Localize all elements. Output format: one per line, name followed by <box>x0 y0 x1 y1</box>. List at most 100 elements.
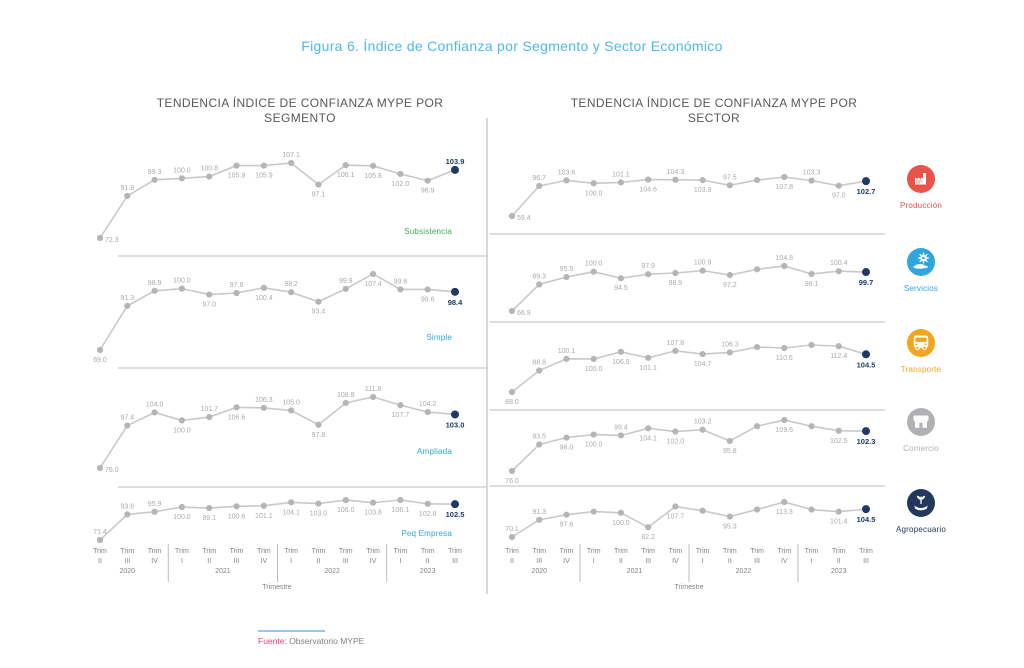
data-point <box>96 234 104 242</box>
x-tick: Trim IV <box>147 548 162 565</box>
data-point <box>590 268 597 275</box>
value-label: 99.6 <box>394 278 408 285</box>
value-label: 82.2 <box>641 534 655 541</box>
data-point <box>672 428 679 435</box>
value-label: 100.0 <box>585 261 603 268</box>
sector-label-servicios: Servicios <box>903 284 939 293</box>
x-axis-year-label: 2020 <box>531 568 547 575</box>
sector-label-transporte: Transporte <box>900 365 942 374</box>
figure-title: Figura 6. Índice de Confianza por Segmen… <box>301 38 723 54</box>
value-label: 107.8 <box>667 340 685 347</box>
data-point <box>590 355 597 363</box>
x-axis-title: Trimestre <box>674 584 704 591</box>
data-point <box>808 423 815 430</box>
data-point <box>151 409 158 416</box>
final-data-point <box>862 177 870 186</box>
value-label: 93.6 <box>120 503 134 510</box>
x-tick: Trim III <box>641 548 655 565</box>
data-point <box>590 431 597 438</box>
value-label: 100.9 <box>694 260 712 267</box>
data-point <box>178 175 186 182</box>
data-point <box>508 307 516 315</box>
data-point <box>753 176 761 184</box>
data-point <box>178 285 186 292</box>
chart-agropecuario: 70.1 91.3 97.6 100.0 82.2 107.7 95.3 113.3 101.4… <box>505 498 875 541</box>
value-label: 104.6 <box>639 187 657 194</box>
data-point <box>508 212 516 220</box>
value-label: 104.1 <box>639 435 657 442</box>
value-label: 70.1 <box>505 526 519 533</box>
value-label: 105.8 <box>364 173 382 180</box>
value-label: 99.6 <box>421 296 435 303</box>
data-point <box>233 162 240 169</box>
data-point <box>233 404 240 411</box>
x-axis-year-label: 2023 <box>830 568 847 575</box>
data-point <box>124 192 131 200</box>
data-point <box>645 354 652 361</box>
data-point <box>424 286 431 293</box>
x-tick: Trim II <box>722 548 737 565</box>
chart-producción: 59.4 96.7 103.6 100.0 101.1 104.6 104.3 103.9 97… <box>508 169 875 222</box>
value-label: 107.4 <box>364 281 382 288</box>
value-label: 101.7 <box>200 406 218 413</box>
value-label: 103.3 <box>803 170 821 177</box>
data-point <box>369 499 377 506</box>
value-label: 106.3 <box>255 397 273 404</box>
data-point <box>753 423 761 430</box>
data-point <box>397 402 404 409</box>
data-point <box>835 343 842 350</box>
data-point <box>808 177 815 184</box>
value-label: 99.7 <box>859 278 874 287</box>
x-tick: Trim IV <box>668 548 683 565</box>
value-label: 107.8 <box>776 184 794 191</box>
value-label: 107.7 <box>667 514 685 521</box>
final-data-point <box>451 500 459 509</box>
data-point <box>835 268 842 275</box>
trend-line <box>511 265 867 312</box>
data-point <box>424 177 431 184</box>
x-tick: Trim IV <box>777 548 792 565</box>
x-tick: Trim III <box>229 548 244 565</box>
value-label: 97.1 <box>312 192 326 199</box>
data-point <box>835 427 842 434</box>
x-tick: Trim I <box>175 548 189 565</box>
x-tick: Trim II <box>311 548 326 565</box>
value-label: 95.9 <box>148 501 162 508</box>
data-point <box>617 432 625 439</box>
value-label: 104.5 <box>857 360 876 369</box>
data-point <box>726 513 733 520</box>
value-label: 111.8 <box>365 386 382 393</box>
data-point <box>536 441 543 448</box>
value-label: 68.0 <box>505 399 519 406</box>
x-axis-year-label: 2022 <box>735 568 752 575</box>
footer-source-text: Observatorio MYPE <box>286 636 365 646</box>
data-point <box>206 413 213 421</box>
value-label: 98.9 <box>421 188 435 195</box>
hand-gear-icon <box>907 248 935 276</box>
data-point <box>233 289 240 297</box>
segment-label-ampliada: Ampliada <box>417 447 452 456</box>
data-point <box>617 509 625 516</box>
final-data-point <box>862 268 870 277</box>
value-label: 104.1 <box>282 509 300 516</box>
data-point <box>781 498 788 506</box>
data-point <box>563 511 570 518</box>
value-label: 96.7 <box>532 175 546 182</box>
data-point <box>342 497 349 504</box>
x-tick: Trim III <box>859 548 873 565</box>
x-tick: Trim I <box>393 548 408 565</box>
value-label: 109.6 <box>776 427 794 434</box>
data-point <box>206 291 213 298</box>
data-point <box>342 399 349 407</box>
data-point <box>424 408 431 416</box>
data-point <box>96 536 104 544</box>
data-point <box>753 506 761 513</box>
value-label: 105.9 <box>255 173 273 180</box>
panel-header-segmento: TENDENCIA ÍNDICE DE CONFIANZA MYPE POR S… <box>156 96 444 125</box>
data-point <box>260 404 267 412</box>
value-label: 69.0 <box>93 357 107 364</box>
x-axis-title: Trimestre <box>262 584 292 591</box>
data-point <box>808 341 815 349</box>
value-label: 106.6 <box>228 414 246 421</box>
